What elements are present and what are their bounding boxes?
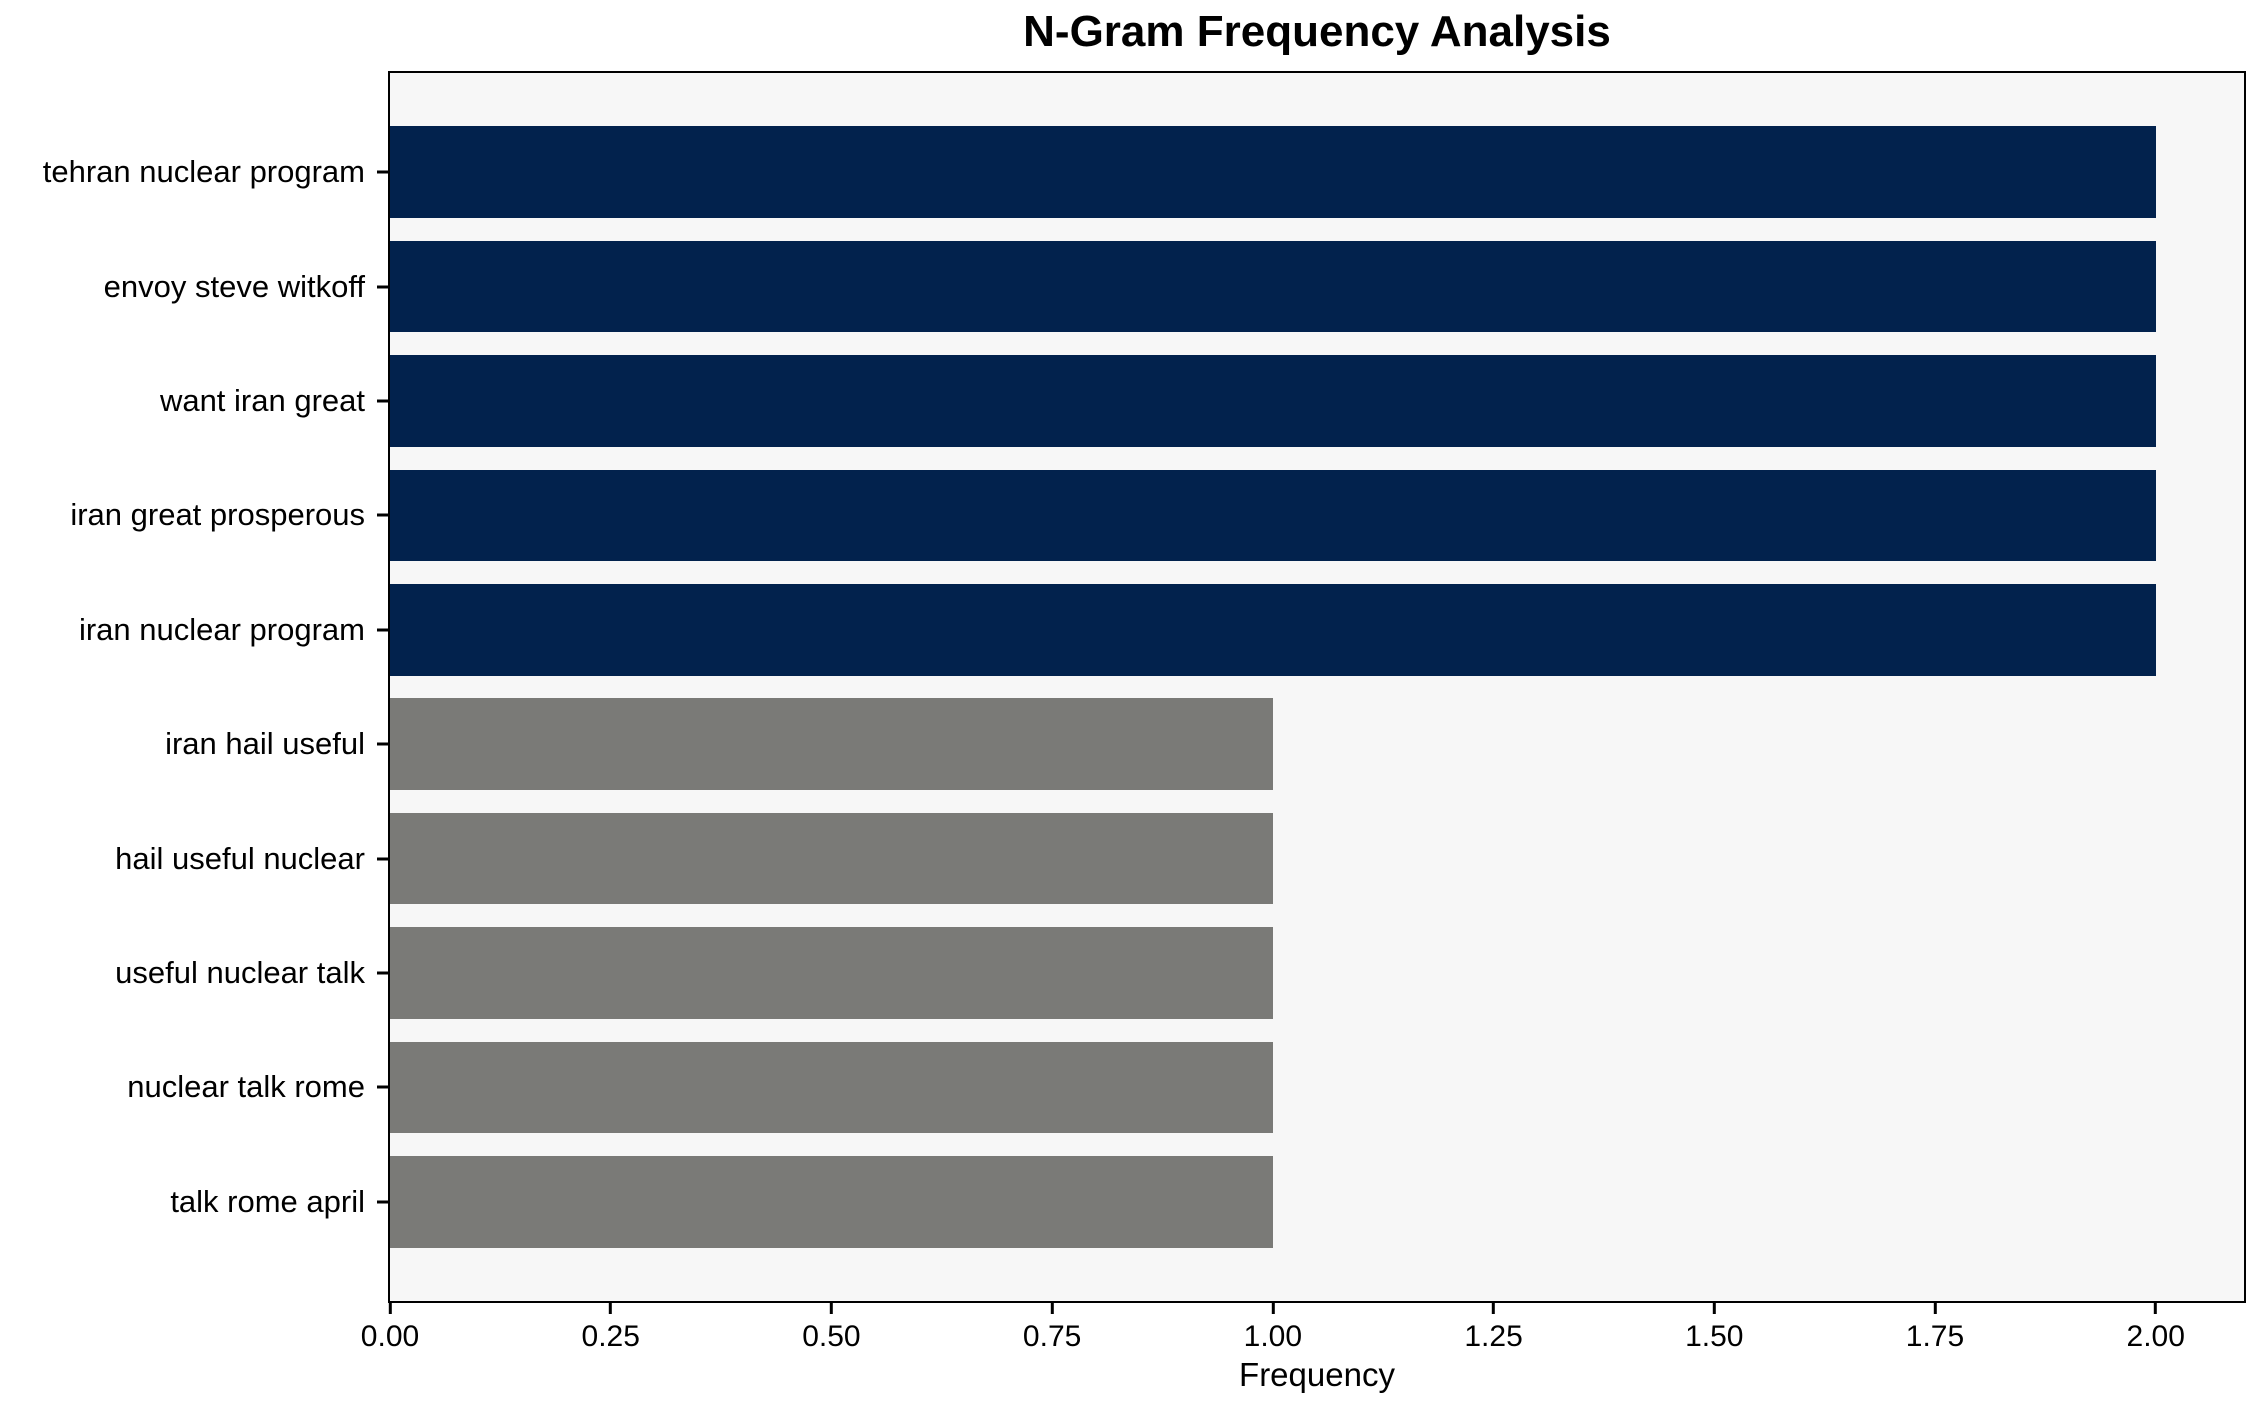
bar (390, 698, 1273, 790)
y-tick-label: useful nuclear talk (115, 955, 365, 991)
x-tick: 1.50 (1685, 1303, 1743, 1352)
x-tick-label: 0.75 (1022, 1320, 1082, 1353)
x-tick: 0.50 (802, 1303, 861, 1353)
y-tick-label: want iran great (159, 383, 365, 419)
bar-row: talk rome april (170, 1145, 2244, 1259)
x-tick-mark (1050, 1303, 1054, 1314)
x-tick-label: 0.00 (360, 1320, 420, 1353)
x-tick: 1.75 (1906, 1303, 1964, 1352)
x-tick-label: 2.00 (2126, 1320, 2185, 1353)
x-tick: 0.00 (361, 1303, 419, 1352)
y-tick-mark (377, 1200, 388, 1204)
x-tick-mark (1712, 1303, 1716, 1314)
x-tick-label: 0.50 (802, 1320, 861, 1353)
x-axis-label: Frequency (1239, 1356, 1395, 1393)
bar-row: useful nuclear talk (115, 916, 2244, 1030)
bar-row: nuclear talk rome (127, 1030, 2244, 1144)
x-tick-mark (1271, 1303, 1275, 1314)
bar-row: iran hail useful (165, 687, 2244, 801)
y-tick-mark (377, 971, 388, 975)
y-tick-label: iran hail useful (165, 726, 365, 762)
x-tick-label: 0.25 (581, 1320, 640, 1353)
bar-row: tehran nuclear program (43, 115, 2244, 229)
bar-row: hail useful nuclear (115, 801, 2244, 915)
y-tick-mark (377, 628, 388, 632)
y-tick-mark (377, 742, 388, 746)
bar (390, 927, 1273, 1019)
x-tick: 1.25 (1464, 1303, 1523, 1353)
bar (390, 1041, 1273, 1134)
x-tick-label: 1.00 (1243, 1320, 1303, 1353)
y-tick-mark (377, 285, 388, 289)
y-tick-label: talk rome april (170, 1183, 365, 1219)
x-tick-label: 1.75 (1905, 1320, 1965, 1353)
y-tick-label: iran great prosperous (70, 497, 365, 533)
plot-area: tehran nuclear program envoy steve witkof… (43, 71, 2246, 1391)
bar-row: iran great prosperous (70, 458, 2244, 572)
bar (390, 240, 2156, 333)
bar-row: envoy steve witkoff (104, 229, 2244, 343)
bar-row: iran nuclear program (79, 573, 2244, 687)
x-tick-mark (1933, 1303, 1937, 1314)
x-tick-label: 1.50 (1685, 1320, 1744, 1353)
x-tick-mark (2154, 1303, 2158, 1314)
y-tick-label: iran nuclear program (78, 611, 365, 647)
bar (390, 355, 2156, 447)
x-tick: 1.00 (1244, 1303, 1302, 1352)
y-tick-mark (377, 170, 388, 174)
bar (390, 469, 2156, 562)
x-tick-mark (1492, 1303, 1496, 1314)
x-tick-mark (609, 1303, 613, 1314)
bar-row: want iran great (160, 344, 2244, 458)
y-tick-mark (377, 1085, 388, 1089)
x-tick-mark (388, 1303, 392, 1314)
bars-container: tehran nuclear program envoy steve witkof… (43, 73, 2244, 1301)
bar (390, 812, 1273, 905)
y-tick-mark (377, 399, 388, 403)
x-tick: 2.00 (2127, 1303, 2185, 1352)
bar (390, 1156, 1273, 1248)
y-tick-label: hail useful nuclear (115, 840, 365, 876)
y-tick-mark (377, 513, 388, 517)
y-tick-label: tehran nuclear program (42, 154, 365, 190)
y-tick-label: nuclear talk rome (127, 1069, 365, 1105)
chart-title: N-Gram Frequency Analysis (1023, 7, 1611, 56)
x-tick: 0.75 (1023, 1303, 1081, 1352)
x-tick: 0.25 (582, 1303, 640, 1352)
y-tick-label: envoy steve witkoff (103, 268, 365, 304)
x-tick-mark (829, 1303, 833, 1314)
y-tick-mark (377, 857, 388, 861)
bar (390, 126, 2156, 218)
bar (390, 584, 2156, 676)
x-tick-label: 1.25 (1464, 1320, 1523, 1353)
